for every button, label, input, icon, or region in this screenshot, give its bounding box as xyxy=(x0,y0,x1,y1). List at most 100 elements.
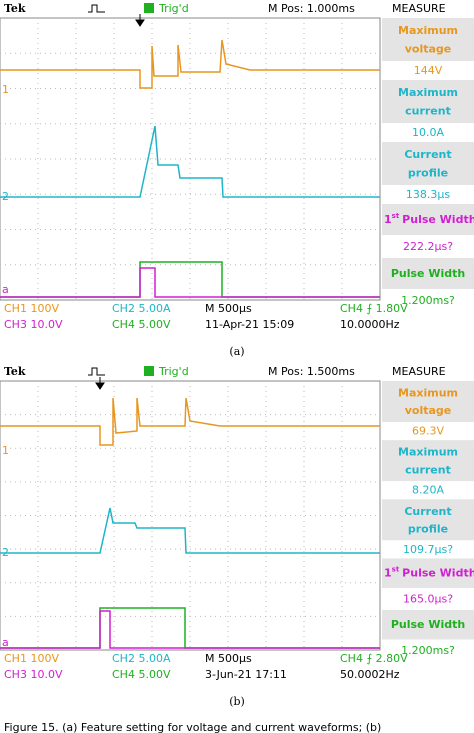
measure-value-box xyxy=(382,124,474,141)
channel-marker: 2 xyxy=(2,190,9,203)
measure-label: Current xyxy=(404,148,451,161)
measure-label: 1st Pulse Width xyxy=(384,566,474,580)
status: CH3 10.0V xyxy=(4,668,63,681)
measure-label-box xyxy=(382,558,474,588)
status: CH2 5.00A xyxy=(112,302,171,315)
measure-label-box xyxy=(382,18,474,61)
measure-label: Pulse Width xyxy=(391,618,465,631)
measure-value-box xyxy=(382,236,474,257)
menu: MEASURE xyxy=(392,365,446,378)
status: 11-Apr-21 15:09 xyxy=(205,318,294,331)
trigger: Trig'd xyxy=(158,2,189,15)
status: 3-Jun-21 17:11 xyxy=(205,668,287,681)
measure-label-box xyxy=(382,440,474,482)
measure-label: voltage xyxy=(405,404,452,417)
status: CH2 5.00A xyxy=(112,652,171,665)
status: CH4 ⨍ 1.80V xyxy=(340,302,408,315)
measure-label: Maximum xyxy=(398,86,458,99)
measure-value-box xyxy=(382,588,474,609)
waveform xyxy=(0,610,380,649)
ordinal: 1 xyxy=(384,567,392,580)
menu: MEASURE xyxy=(392,2,446,15)
waveform xyxy=(0,39,380,89)
status: CH1 100V xyxy=(4,302,59,315)
channel-marker: 1 xyxy=(2,83,9,96)
channel-marker: a xyxy=(2,283,9,296)
measure-label-text: Pulse Width xyxy=(402,567,474,580)
caption: Figure 15. (a) Feature setting for volta… xyxy=(4,721,381,733)
measure-label: Current xyxy=(404,505,451,518)
trigger-icon xyxy=(88,4,105,13)
status: M 500µs xyxy=(205,652,252,665)
measure-value: 1.200ms? xyxy=(401,644,455,657)
measure-label-box xyxy=(382,381,474,422)
measure-label-box xyxy=(382,142,474,185)
measure-label-text: Pulse Width xyxy=(402,213,474,226)
measure-label: voltage xyxy=(405,43,452,56)
status: 10.0000Hz xyxy=(340,318,400,331)
ordinal-sup: st xyxy=(392,212,400,220)
measure-label: profile xyxy=(408,167,448,180)
measure-value: 222.2µs? xyxy=(403,240,453,253)
position: M Pos: 1.000ms xyxy=(268,2,355,15)
measure-label: current xyxy=(405,463,451,476)
trigger: Trig'd xyxy=(158,365,189,378)
measure-value: 69.3V xyxy=(412,425,444,438)
measure-label: Maximum xyxy=(398,24,458,37)
trig-box xyxy=(144,3,154,13)
panel-label: (b) xyxy=(229,695,245,708)
status: CH4 ⨍ 2.80V xyxy=(340,652,408,665)
waveform xyxy=(0,507,380,554)
status: CH3 10.0V xyxy=(4,318,63,331)
measure-value-box xyxy=(382,186,474,203)
measure-value-box xyxy=(382,541,474,558)
ordinal: 1 xyxy=(384,213,392,226)
measure-value: 10.0A xyxy=(412,126,444,139)
measure-value: 144V xyxy=(414,64,443,77)
measure-label: Pulse Width xyxy=(391,267,465,280)
waveform xyxy=(0,397,380,446)
measure-label: Maximum xyxy=(398,446,458,459)
status: CH1 100V xyxy=(4,652,59,665)
measure-value-box xyxy=(382,62,474,79)
scope-panel: Tek Trig'd M Pos: 1.500ms MEASURE 1 2 a Maximum… xyxy=(0,365,474,708)
measure-label: current xyxy=(405,105,451,118)
measure-value-box xyxy=(382,640,474,661)
measure-label: Maximum xyxy=(398,387,458,400)
channel-marker: a xyxy=(2,636,9,649)
measure-value-box xyxy=(382,482,474,499)
measure-label-box xyxy=(382,609,474,640)
channel-marker: 1 xyxy=(2,444,9,457)
measure-label: profile xyxy=(408,523,448,536)
trigger-arrow xyxy=(95,377,105,390)
position: M Pos: 1.500ms xyxy=(268,365,355,378)
brand: Tek xyxy=(4,365,26,378)
waveform xyxy=(0,267,380,298)
brand: Tek xyxy=(4,2,26,15)
measure-label-box xyxy=(382,499,474,541)
measure-label-box xyxy=(382,80,474,123)
trig-box xyxy=(144,366,154,376)
panel-label: (a) xyxy=(229,345,244,358)
ordinal-sup: st xyxy=(392,566,400,574)
status: 50.0002Hz xyxy=(340,668,400,681)
status: CH4 5.00V xyxy=(112,318,171,331)
measure-label: 1st Pulse Width xyxy=(384,212,474,226)
measure-value: 138.3µs xyxy=(406,188,450,201)
measure-value: 8.20A xyxy=(412,484,444,497)
measure-value-box xyxy=(382,290,474,311)
status: CH4 5.00V xyxy=(112,668,171,681)
measure-value-box xyxy=(382,422,474,440)
measure-value: 109.7µs? xyxy=(403,543,453,556)
trigger-arrow xyxy=(135,14,145,27)
waveform xyxy=(0,125,380,198)
measure-value: 165.0µs? xyxy=(403,592,453,605)
measure-label-box xyxy=(382,204,474,235)
status: M 500µs xyxy=(205,302,252,315)
scope-panel: Tek Trig'd M Pos: 1.000ms MEASURE 1 2 a Maximum… xyxy=(0,2,474,358)
measure-value: 1.200ms? xyxy=(401,294,455,307)
channel-marker: 2 xyxy=(2,546,9,559)
trigger-icon xyxy=(88,367,105,376)
